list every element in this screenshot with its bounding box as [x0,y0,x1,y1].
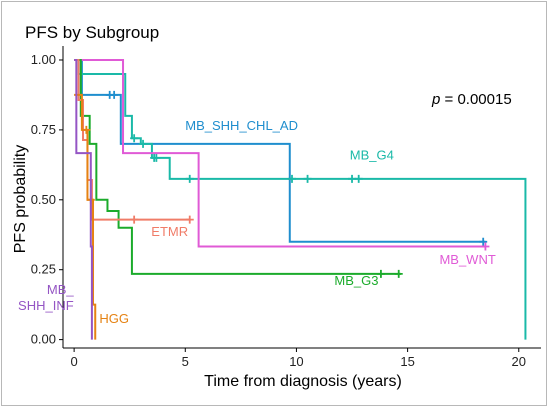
censor-mark-hgg [82,125,91,134]
censor-mark-mb-g4 [152,153,161,162]
label-mb-shh-inf: MB_ SHH_INF [18,282,74,313]
curve-labels: MB_SHH_CHL_AD MB_G4 MB_WNT MB_G3 ETMR HGG MB_ S… [18,118,496,326]
x-axis-label: Time from diagnosis (years) [204,373,402,390]
x-tick-label: 20 [512,354,526,369]
x-tick-label: 10 [289,354,303,369]
censor-mark-mb-g4 [354,174,363,183]
y-tick-label: 0.50 [31,192,56,207]
censor-mark-mb-g4 [139,139,148,148]
x-tick-label: 5 [182,354,189,369]
censor-mark-mb-g4 [303,174,312,183]
label-mb-g3: MB_G3 [334,273,378,288]
censor-mark-etmr [185,215,194,224]
y-tick-label: 1.00 [31,52,56,67]
label-line-2: SHH_INF [18,298,74,313]
chart-title: PFS by Subgroup [25,23,159,42]
label-mb-g4: MB_G4 [350,147,394,162]
y-axis-label: PFS probability [12,145,29,254]
curve-mb-shh-chl-ad [74,58,486,243]
censor-mark-mb-g3 [376,269,385,278]
y-tick-label: 0.25 [31,262,56,277]
censor-mark-mb-shh-chl-ad [479,237,488,246]
censor-mark-etmr [130,215,139,224]
censor-mark-mb-g4 [287,174,296,183]
axes: 0 5 10 15 20 0.00 0.25 0.50 0.75 1.00 [31,46,541,369]
censor-mark-mb-g4 [185,174,194,183]
censor-mark-mb-shh-chl-ad [110,90,119,99]
p-symbol: p [431,91,440,108]
p-value: = 0.00015 [440,91,511,108]
label-hgg: HGG [99,311,129,326]
curve-mb-shh-inf [74,58,93,340]
censor-mark-mb-wnt [481,242,490,251]
curve-mb-wnt [74,58,486,248]
label-line-1: MB_ [47,282,75,297]
p-value-annotation: p = 0.00015 [431,91,512,108]
censor-mark-mb-g3 [394,269,403,278]
label-mb-wnt: MB_WNT [439,252,495,267]
y-tick-label: 0.00 [31,332,56,347]
survival-curves [74,58,527,340]
censor-mark-mb-g4 [130,134,139,143]
censor-mark-mb-g4 [348,174,357,183]
x-tick-label: 15 [400,354,414,369]
x-tick-label: 0 [70,354,77,369]
label-etmr: ETMR [151,224,188,239]
label-mb-shh-chl-ad: MB_SHH_CHL_AD [185,118,298,133]
y-tick-label: 0.75 [31,122,56,137]
